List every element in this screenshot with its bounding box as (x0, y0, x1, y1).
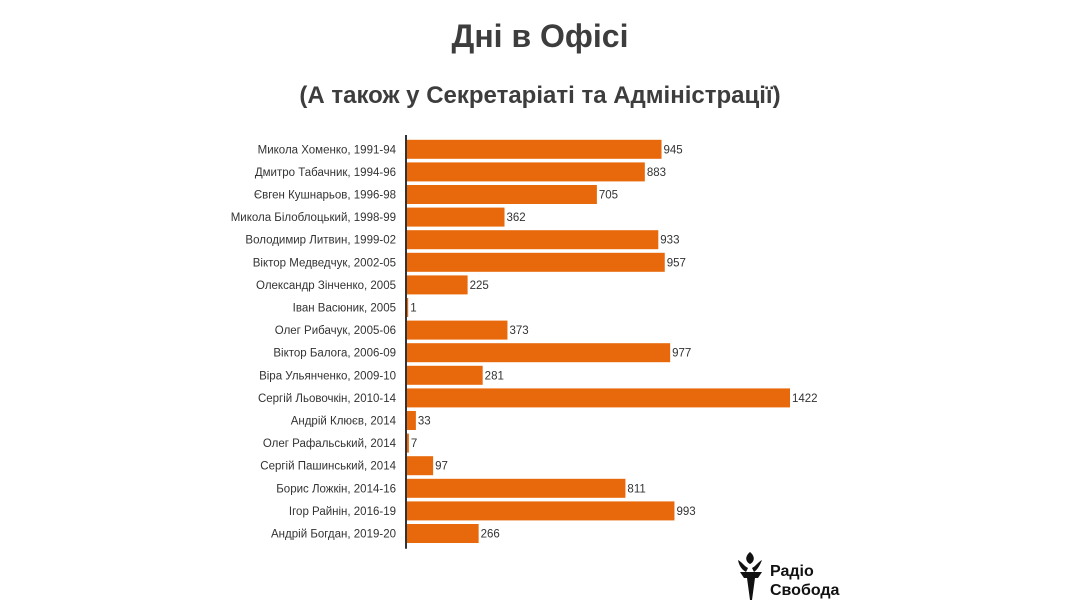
category-label: Дмитро Табачник, 1994-96 (255, 167, 396, 179)
category-label: Олександр Зінченко, 2005 (256, 280, 396, 292)
value-label: 811 (627, 483, 645, 495)
value-label: 993 (676, 506, 695, 518)
bar (407, 456, 434, 476)
category-label: Ігор Райнін, 2016-19 (289, 506, 396, 518)
value-label: 225 (470, 280, 489, 292)
category-label: Олег Рибачук, 2005-06 (275, 325, 396, 337)
value-label: 1 (410, 303, 416, 315)
bar (407, 207, 505, 227)
value-label: 933 (660, 235, 679, 247)
value-label: 957 (667, 257, 686, 269)
category-label: Володимир Литвин, 1999-02 (245, 235, 396, 247)
bar (407, 162, 645, 182)
bar (407, 230, 659, 250)
bar (407, 343, 671, 363)
chart-subtitle: (А також у Секретаріаті та Адміністрації… (299, 82, 781, 109)
bar (407, 411, 416, 430)
category-label: Віра Ульянченко, 2009-10 (259, 370, 396, 382)
value-label: 7 (411, 438, 417, 450)
bar (407, 185, 597, 204)
category-label: Сергій Льовочкін, 2010-14 (258, 393, 397, 405)
chart-title: Дні в Офісі (451, 18, 629, 54)
category-label: Микола Білоблоцький, 1998-99 (231, 212, 396, 224)
category-label: Борис Ложкін, 2014-16 (276, 483, 396, 495)
value-label: 977 (672, 348, 691, 360)
bar (407, 388, 790, 408)
bar (407, 365, 483, 385)
category-label: Євген Кушнарьов, 1996-98 (254, 190, 396, 202)
bar (407, 478, 626, 498)
value-label: 373 (509, 325, 528, 337)
bar (407, 275, 468, 295)
category-label: Андрій Богдан, 2019-20 (271, 529, 396, 541)
bar (407, 524, 479, 543)
value-label: 1422 (792, 393, 818, 405)
value-label: 362 (507, 212, 526, 224)
value-label: 33 (418, 416, 431, 428)
bar (407, 501, 675, 521)
radio-svoboda-logo: Радіо Свобода (734, 548, 854, 602)
bar (407, 433, 409, 453)
category-label: Андрій Клюєв, 2014 (291, 416, 397, 428)
value-label: 945 (664, 144, 683, 156)
value-label: 97 (435, 461, 448, 473)
category-label: Олег Рафальський, 2014 (263, 438, 397, 450)
category-label: Сергій Пашинський, 2014 (260, 461, 396, 473)
category-label: Віктор Балога, 2006-09 (273, 348, 396, 360)
category-label: Микола Хоменко, 1991-94 (258, 144, 397, 156)
value-label: 281 (485, 370, 504, 382)
logo-line-1: Радіо (770, 563, 814, 580)
category-label: Іван Васюник, 2005 (293, 303, 396, 315)
value-label: 883 (647, 167, 666, 179)
category-label: Віктор Медведчук, 2002-05 (253, 257, 396, 269)
bar (407, 320, 508, 340)
logo-line-2: Свобода (770, 582, 840, 599)
bar (407, 139, 662, 159)
bar (407, 298, 409, 317)
bar (407, 252, 665, 272)
value-label: 266 (481, 529, 500, 541)
value-label: 705 (599, 190, 618, 202)
torch-icon (738, 552, 762, 600)
